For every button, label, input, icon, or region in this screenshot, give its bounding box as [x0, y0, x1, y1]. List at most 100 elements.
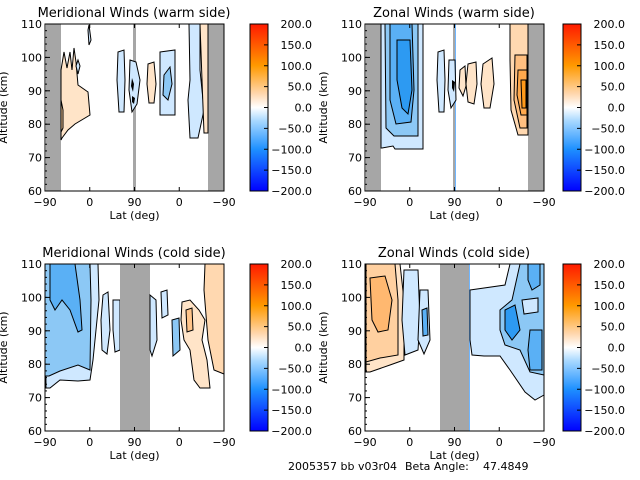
y-axis-label: Altitude (km): [317, 311, 330, 383]
y-tick-label: 80: [348, 358, 362, 371]
x-tick-label: −90: [353, 196, 376, 209]
colorbar-tick-label: −100.0: [271, 383, 312, 396]
x-tick-label: −90: [532, 196, 555, 209]
contour-negative: [75, 58, 81, 75]
contour-positive: [185, 307, 194, 333]
footer-beta-label: Beta Angle:: [405, 460, 469, 473]
x-tick-label: −90: [353, 436, 376, 449]
colorbar-tick-label: −50.0: [278, 362, 312, 375]
y-tick-label: 110: [21, 18, 42, 31]
y-tick-label: 100: [341, 51, 362, 64]
x-tick-label: 0: [176, 436, 183, 449]
contour-negative: [128, 59, 141, 114]
footer-beta-value: 47.4849: [483, 460, 529, 473]
contour-positive: [369, 275, 393, 333]
panel-title: Zonal Winds (cold side): [378, 246, 530, 261]
contour-negative: [112, 299, 121, 353]
colorbar-tick-label: −200.0: [271, 185, 312, 198]
contour-positive: [480, 57, 495, 109]
panel-zonal-cold: Zonal Winds (cold side): [364, 246, 545, 432]
y-tick-label: 60: [348, 185, 362, 198]
colorbar-tick-label: 0.0: [608, 102, 626, 115]
contour-negative: [160, 289, 169, 319]
colorbar-tick-label: 100.0: [281, 60, 313, 73]
y-tick-label: 70: [348, 392, 362, 405]
no-data-band: [440, 264, 469, 431]
contour-negative: [149, 293, 158, 358]
x-axis-label: Lat (deg): [110, 449, 160, 462]
x-tick-label: 0: [496, 196, 503, 209]
colorbar-tick-label: 150.0: [594, 39, 626, 52]
colorbar-tick-label: 150.0: [281, 39, 313, 52]
colorbar-tick-label: −150.0: [584, 404, 625, 417]
y-tick-label: 60: [28, 185, 42, 198]
colorbar-tick-label: −200.0: [271, 425, 312, 438]
y-tick-label: 100: [21, 291, 42, 304]
contour-negative: [87, 24, 92, 46]
no-data-band: [208, 24, 224, 191]
x-tick-label: 0: [86, 436, 93, 449]
colorbar-tick-label: 0.0: [295, 102, 313, 115]
no-data-band: [528, 24, 544, 191]
contour-negative: [171, 317, 181, 358]
contour-negative: [421, 307, 429, 337]
x-axis-label: Lat (deg): [430, 449, 480, 462]
y-tick-label: 70: [28, 152, 42, 165]
colorbar-tick-label: −100.0: [271, 143, 312, 156]
y-tick-label: 60: [348, 425, 362, 438]
contour-negative: [162, 65, 173, 101]
colorbar-tick-label: 150.0: [281, 279, 313, 292]
footer-id: 2005357 bb v03r04: [288, 460, 397, 473]
y-axis-label: Altitude (km): [0, 311, 10, 383]
y-tick-label: 90: [28, 85, 42, 98]
contour-negative: [436, 49, 446, 113]
y-tick-label: 70: [28, 392, 42, 405]
x-tick-label: 90: [128, 436, 142, 449]
x-tick-label: −90: [212, 436, 235, 449]
contour-positive: [465, 61, 478, 105]
y-tick-label: 80: [28, 118, 42, 131]
colorbar-tick-label: 200.0: [594, 18, 626, 31]
contour-strong: [132, 96, 135, 104]
colorbar-tick-label: 200.0: [281, 258, 313, 271]
contour-positive: [458, 64, 467, 98]
colorbar-tick-label: −150.0: [271, 404, 312, 417]
y-tick-label: 110: [341, 18, 362, 31]
colorbar-tick-label: 50.0: [601, 81, 626, 94]
colorbar-tick-label: −50.0: [591, 122, 625, 135]
colorbar-tick-label: 50.0: [601, 321, 626, 334]
x-tick-label: 90: [448, 436, 462, 449]
contour-positive: [146, 61, 157, 104]
colorbar-tick-label: −100.0: [584, 383, 625, 396]
no-data-band: [366, 24, 381, 191]
y-tick-label: 100: [341, 291, 362, 304]
panel-title: Zonal Winds (warm side): [373, 6, 535, 21]
panel-zonal-warm: Zonal Winds (warm side): [364, 6, 545, 192]
y-tick-label: 90: [348, 85, 362, 98]
x-tick-label: −90: [33, 436, 56, 449]
contour-strong: [452, 80, 455, 92]
colorbar-tick-label: 50.0: [288, 321, 313, 334]
x-tick-label: 0: [176, 196, 183, 209]
y-tick-label: 70: [348, 152, 362, 165]
x-tick-label: 0: [406, 196, 413, 209]
colorbar-tick-label: 0.0: [608, 342, 626, 355]
y-tick-label: 90: [28, 325, 42, 338]
contour-positive: [60, 99, 64, 133]
contour-negative: [49, 263, 83, 333]
panel-meridional-cold: Meridional Winds (cold side): [42, 246, 226, 432]
colorbar-tick-label: 100.0: [594, 300, 626, 313]
x-tick-label: 90: [128, 196, 142, 209]
contour-negative: [116, 49, 126, 113]
y-axis-label: Altitude (km): [0, 71, 10, 143]
panel-meridional-warm: Meridional Winds (warm side): [38, 6, 230, 192]
colorbar-tick-label: 200.0: [594, 258, 626, 271]
no-data-band: [453, 24, 455, 191]
x-axis-label: Lat (deg): [430, 209, 480, 222]
y-tick-label: 100: [21, 51, 42, 64]
colorbar-tick-label: −200.0: [584, 425, 625, 438]
y-tick-label: 90: [348, 325, 362, 338]
contour-positive: [60, 47, 91, 141]
colorbar-tick-label: −150.0: [584, 164, 625, 177]
x-tick-label: 0: [406, 436, 413, 449]
